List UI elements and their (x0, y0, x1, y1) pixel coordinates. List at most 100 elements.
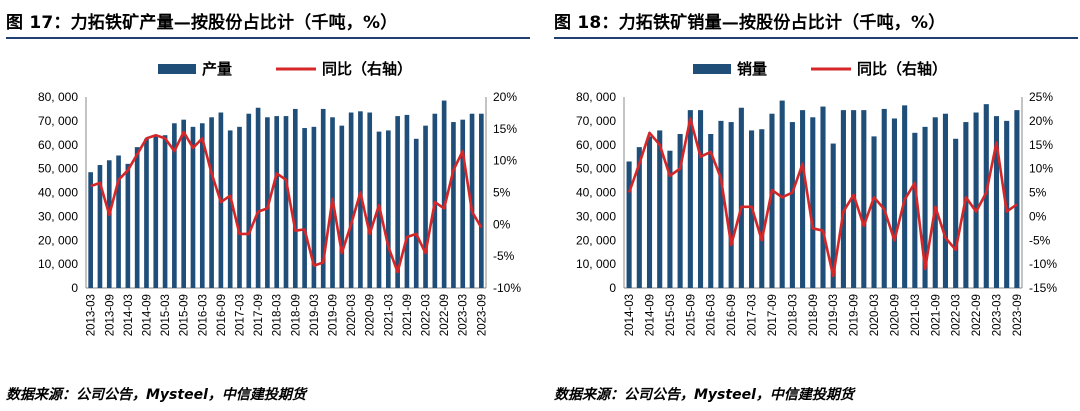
x-tick-label: 2022-03 (951, 294, 963, 336)
y-right-tick-label: -5% (1029, 233, 1051, 247)
x-tick-label: 2013-03 (86, 294, 98, 336)
yoy-line (90, 130, 483, 274)
y-left-tick-label: 20, 000 (38, 233, 78, 247)
bar (311, 126, 317, 288)
bar (348, 112, 354, 288)
x-tick-label: 2018-09 (808, 294, 820, 336)
x-tick-label: 2017-03 (747, 294, 759, 336)
bar (181, 119, 186, 289)
bar (871, 136, 877, 288)
bar (367, 112, 373, 288)
bar (840, 110, 846, 288)
bar (993, 116, 1000, 288)
bar (646, 136, 653, 288)
bar (779, 100, 785, 288)
x-tick-label: 2016-03 (706, 294, 718, 336)
bar (283, 116, 289, 288)
x-tick-label: 2021-09 (930, 294, 942, 336)
x-tick-label: 2015-03 (160, 294, 172, 336)
x-tick-label: 2023-09 (476, 294, 488, 336)
bar (172, 123, 177, 288)
chart-panel-18: 图 18：力拓铁矿销量—按股份占比计（千吨，%） 销量 同比（右轴） 0 10, 00… (548, 0, 1078, 411)
bar (358, 111, 363, 288)
y-right-tick-label: 0% (1029, 209, 1047, 223)
bar (718, 120, 724, 288)
source-note: 数据来源：公司公告，Mysteel，中信建投期货 (554, 387, 854, 403)
bar (199, 123, 205, 288)
bar (738, 107, 744, 289)
chart-title: 图 18：力拓铁矿销量—按股份占比计（千吨，%） (554, 13, 946, 33)
bar (404, 114, 410, 288)
bar (134, 147, 140, 288)
bar (769, 113, 775, 289)
bar (891, 118, 897, 288)
bar (800, 110, 806, 288)
x-tick-label: 2022-09 (439, 294, 451, 336)
bar (302, 128, 307, 288)
bar (209, 117, 214, 288)
y-left-tick-label: 20, 000 (576, 233, 616, 247)
legend-bar-swatch (693, 64, 731, 74)
bar (125, 163, 131, 288)
bar (657, 130, 663, 288)
bar (246, 113, 252, 289)
y-right-tick-label: 10% (1029, 162, 1053, 176)
bar (759, 129, 765, 288)
bar (1014, 110, 1020, 288)
legend: 销量 同比（右轴） (693, 60, 947, 78)
y-left-tick-label: 80, 000 (576, 90, 616, 104)
y-left-tick-label: 10, 000 (38, 257, 78, 271)
x-tick-label: 2023-03 (992, 294, 1004, 336)
bar (237, 126, 242, 288)
x-tick-label: 2020-03 (346, 294, 358, 336)
legend-line-label: 同比（右轴） (857, 60, 947, 78)
bar (116, 155, 121, 288)
y-right-tick-label: -10% (1029, 257, 1057, 271)
y-left-tick-label: 10, 000 (576, 257, 616, 271)
legend-line-label: 同比（右轴） (322, 60, 412, 78)
bar (265, 117, 270, 288)
chart-18-svg: 销量 同比（右轴） 0 10, 000 20, 000 30, 000 40, 000 50,… (576, 60, 1057, 336)
x-tick-label: 2014-09 (645, 294, 657, 336)
bar (881, 108, 887, 288)
x-tick-label: 2020-09 (365, 294, 377, 336)
bar (386, 130, 391, 288)
bar (339, 125, 345, 289)
bar (963, 122, 969, 288)
bar (423, 125, 428, 289)
y-left-tick-label: 30, 000 (38, 209, 78, 223)
x-tick-label: 2015-03 (665, 294, 677, 336)
y-right-tick-label: 15% (493, 122, 517, 136)
bar (636, 147, 642, 288)
y-left-tick-label: 40, 000 (576, 186, 616, 200)
yoy-line (627, 117, 1018, 278)
x-tick-label: 2019-09 (328, 294, 340, 336)
bar (451, 122, 456, 288)
bar (292, 108, 298, 288)
chart-panel-17: 图 17：力拓铁矿产量—按股份占比计（千吨，%） 产量 同比（右轴） 0 10, 00… (0, 0, 530, 411)
x-tick-label: 2022-03 (421, 294, 433, 336)
bar (626, 161, 632, 288)
y-left-tick-label: 40, 000 (38, 186, 78, 200)
bar (728, 122, 734, 288)
bar (708, 134, 714, 288)
x-tick-label: 2017-09 (767, 294, 779, 336)
x-tick-label: 2018-09 (290, 294, 302, 336)
y-right-tick-label: -5% (493, 249, 515, 263)
x-tick-label: 2014-03 (123, 294, 135, 336)
legend-bar-label: 销量 (737, 60, 767, 78)
bar (697, 110, 704, 288)
bar (861, 110, 867, 288)
bar (88, 172, 93, 288)
bar (953, 138, 959, 288)
y-right-tick-label: 5% (1029, 186, 1047, 200)
bar (902, 105, 908, 288)
x-tick-label: 2019-03 (309, 294, 321, 336)
bar (274, 116, 280, 288)
x-tick-label: 2015-09 (685, 294, 697, 336)
y-left-tick-label: 60, 000 (38, 138, 78, 152)
x-tick-label: 2021-03 (910, 294, 922, 336)
bar (687, 110, 693, 288)
legend: 产量 同比（右轴） (158, 60, 412, 78)
y-right-tick-label: 25% (1029, 90, 1053, 104)
